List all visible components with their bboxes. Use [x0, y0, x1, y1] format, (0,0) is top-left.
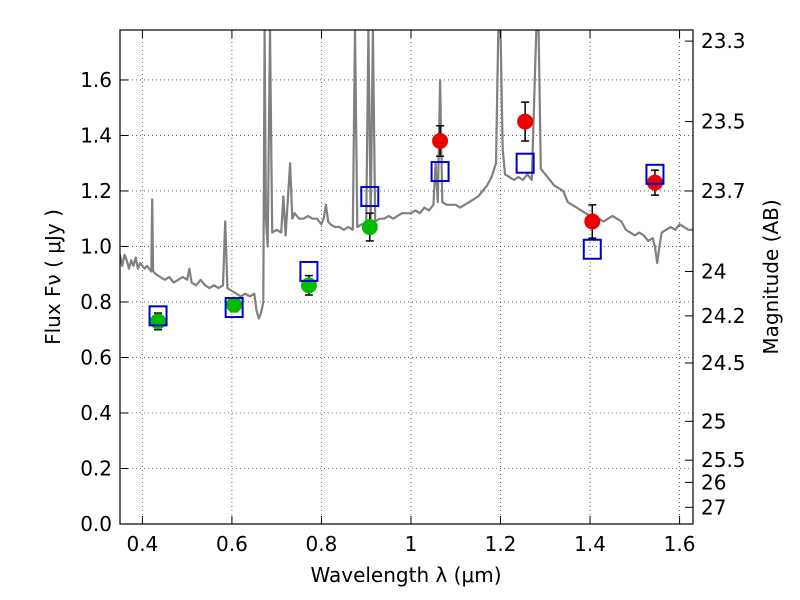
y-tick-label: 0.6 [80, 345, 112, 369]
photometry-point [226, 296, 243, 313]
y-tick-label: 1.6 [80, 68, 112, 92]
model-square [430, 161, 450, 183]
photometry-point [646, 174, 663, 191]
plot-frame [119, 29, 694, 525]
model-square [515, 152, 535, 174]
right-tick-label: 24 [701, 259, 726, 283]
x-tick-label: 0.8 [306, 532, 338, 556]
points-layer [148, 101, 665, 331]
x-tick-label: 1.6 [664, 532, 696, 556]
model-square [360, 186, 380, 208]
model-square [582, 238, 602, 260]
axis-tick-labels: 0.4 0.6 0.8 1 1.2 1.4 1.6 0.0 0.2 0.4 0.6 0.8 1.0 1.2… [80, 29, 745, 556]
y-tick-label: 1.0 [80, 234, 112, 258]
plot-area [120, 30, 693, 524]
photometry-point [361, 219, 378, 236]
photometry-point [517, 113, 534, 130]
right-tick-label: 27 [701, 495, 726, 519]
right-tick-label: 23.7 [701, 179, 746, 203]
right-tick-label: 25.5 [701, 448, 746, 472]
model-square [224, 297, 244, 319]
x-axis-title: Wavelength λ (μm) [310, 563, 501, 587]
axis-ticks [120, 30, 693, 525]
model-square [299, 260, 319, 282]
photometry-point [150, 313, 167, 330]
spectrum-line [120, 30, 693, 320]
right-tick-label: 23.5 [701, 110, 746, 134]
y-tick-label: 1.2 [80, 179, 112, 203]
y-tick-label: 1.4 [80, 123, 112, 147]
y-tick-label: 0.0 [80, 512, 112, 536]
x-tick-label: 1.4 [574, 532, 606, 556]
right-tick-label: 23.3 [701, 29, 746, 53]
right-axis-title: Magnitude (AB) [759, 199, 783, 354]
right-tick-label: 25 [701, 409, 726, 433]
right-tick-label: 24.2 [701, 304, 746, 328]
spectrum-layer [120, 30, 693, 320]
x-tick-label: 0.4 [126, 532, 158, 556]
photometry-point [432, 133, 449, 150]
model-square [148, 305, 168, 327]
y-axis-title: Flux Fν ( μJy ) [41, 209, 65, 345]
photometry-point [584, 213, 601, 230]
y-tick-label: 0.2 [80, 456, 112, 480]
x-tick-label: 1.2 [485, 532, 517, 556]
x-tick-label: 0.6 [216, 532, 248, 556]
photometry-point [300, 277, 317, 294]
y-tick-label: 0.8 [80, 290, 112, 314]
model-square [645, 163, 665, 185]
right-tick-label: 24.5 [701, 351, 746, 375]
right-tick-label: 26 [701, 470, 726, 494]
y-tick-label: 0.4 [80, 401, 112, 425]
x-tick-label: 1 [405, 532, 418, 556]
